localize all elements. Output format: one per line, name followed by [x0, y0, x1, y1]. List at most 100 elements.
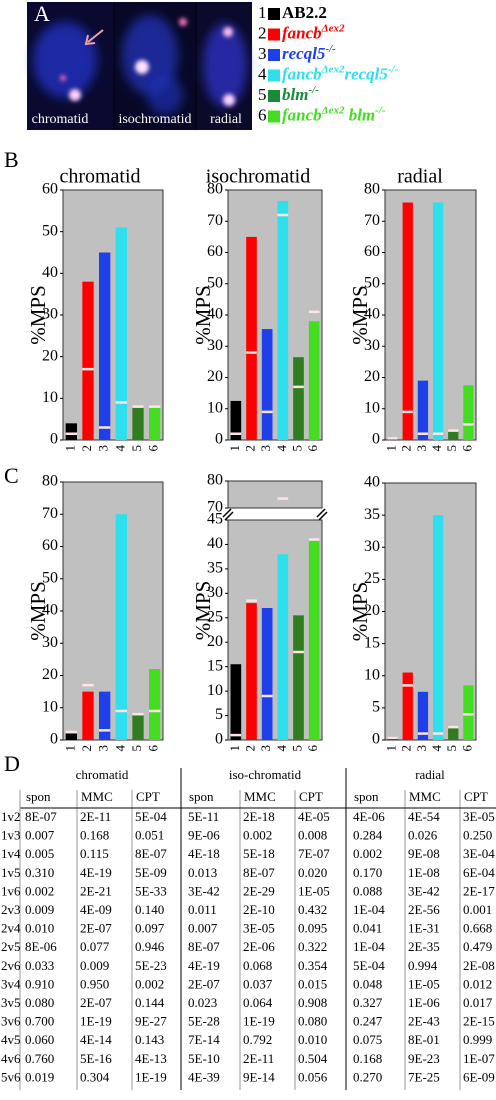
- table-cell: 0.994: [408, 958, 438, 973]
- x-tick-label: 5: [289, 745, 304, 752]
- table-cell: 5E-23: [135, 958, 167, 973]
- bar: [132, 714, 144, 740]
- table-cell: 2E-11: [243, 1051, 274, 1066]
- row-label: 5v6: [1, 1069, 21, 1084]
- y-tick-label: 70: [207, 499, 223, 516]
- foci: [60, 18, 235, 106]
- plot-area-upper: [227, 480, 323, 509]
- table-cell: 0.011: [188, 902, 217, 917]
- table-cell: 5E-04: [353, 958, 385, 973]
- table-cell: 0.005: [25, 846, 54, 861]
- table-cell: 0.068: [243, 958, 272, 973]
- table-cell: 4E-06: [353, 809, 385, 824]
- table-cell: 5E-11: [188, 809, 219, 824]
- table-cell: 0.010: [25, 921, 54, 936]
- bar: [308, 539, 320, 740]
- table-cell: 1E-07: [463, 1051, 495, 1066]
- y-tick-label: 10: [364, 399, 380, 416]
- column-header: CPT: [464, 789, 488, 804]
- x-tick-label: 5: [444, 445, 459, 452]
- table-cell: 5E-10: [188, 1051, 220, 1066]
- group-header: chromatid: [76, 767, 129, 782]
- bar: [277, 554, 289, 740]
- legend-label-part: -/-: [325, 43, 336, 55]
- table-cell: 0.080: [298, 1014, 327, 1029]
- column-header: spon: [189, 789, 214, 804]
- y-tick-label: 10: [42, 389, 58, 406]
- y-tick-label: 30: [42, 634, 58, 651]
- table-cell: 0.304: [80, 1069, 110, 1084]
- table-cell: 1E-05: [408, 976, 440, 991]
- table-cell: 0.354: [298, 958, 328, 973]
- y-tick-label: 35: [364, 506, 380, 523]
- table-cell: 0.013: [188, 865, 217, 880]
- table-cell: 1E-05: [298, 883, 330, 898]
- y-tick-label: 40: [364, 306, 380, 323]
- table-cell: 0.327: [353, 995, 383, 1010]
- table-cell: 0.017: [463, 995, 493, 1010]
- table-cell: 9E-08: [408, 846, 440, 861]
- legend-label: fancbΔex2 blm-/-: [282, 104, 386, 124]
- legend-number: 2: [258, 23, 267, 42]
- table-cell: 0.056: [298, 1069, 328, 1084]
- legend-label: fancbΔex2recql5-/-: [282, 63, 399, 83]
- y-tick-label: 35: [207, 560, 223, 577]
- y-tick-label: 30: [207, 584, 223, 601]
- legend-swatch: [268, 8, 280, 20]
- y-tick-label: 45: [207, 511, 223, 528]
- table-cell: 0.002: [25, 883, 54, 898]
- legend-swatch: [268, 28, 280, 41]
- table-cell: 0.002: [353, 846, 382, 861]
- y-tick-label: 50: [207, 274, 223, 291]
- legend-number: 5: [258, 85, 267, 104]
- panel-label: D: [4, 751, 20, 776]
- bar: [402, 202, 413, 440]
- row-label: 2v6: [1, 958, 21, 973]
- table-cell: 0.002: [243, 828, 272, 843]
- table-cell: 0.064: [243, 995, 273, 1010]
- y-tick-label: 0: [215, 731, 223, 748]
- bar: [277, 200, 289, 440]
- y-tick-label: 20: [207, 633, 223, 650]
- x-tick-label: 4: [112, 745, 127, 752]
- legend-label: blm-/-: [282, 84, 319, 104]
- table-cell: 8E-07: [135, 846, 167, 861]
- plot-area: [62, 481, 164, 741]
- x-tick-label: 6: [146, 745, 161, 752]
- x-tick-label: 6: [459, 745, 474, 752]
- y-tick-label: 50: [42, 569, 58, 586]
- table-cell: 0.760: [25, 1051, 54, 1066]
- y-tick-label: 80: [207, 472, 223, 489]
- bar: [230, 664, 242, 740]
- image-label: isochromatid: [118, 112, 191, 127]
- table-cell: 0.250: [463, 828, 492, 843]
- table-cell: 2E-21: [80, 883, 112, 898]
- x-tick-label: 4: [274, 745, 289, 752]
- chromosome-signal: [33, 15, 247, 115]
- y-tick-label: 30: [364, 538, 380, 555]
- table-cell: 4E-39: [188, 1069, 220, 1084]
- group-header: iso-chromatid: [229, 767, 302, 782]
- y-tick-label: 20: [364, 368, 380, 385]
- table-cell: 1E-04: [353, 902, 385, 917]
- table-cell: 1E-31: [408, 921, 440, 936]
- bar: [65, 423, 77, 440]
- bar: [432, 202, 444, 440]
- table-cell: 5E-09: [135, 865, 167, 880]
- y-tick-label: 25: [207, 608, 223, 625]
- table-cell: 1E-19: [243, 1014, 275, 1029]
- table-cell: 0.168: [353, 1051, 382, 1066]
- bar: [293, 615, 304, 740]
- x-tick-label: 4: [112, 445, 127, 452]
- row-label: 1v6: [1, 883, 21, 898]
- plot-area: [384, 189, 477, 441]
- table-cell: 4E-09: [80, 902, 112, 917]
- legend-label-part: blm: [282, 85, 308, 104]
- table-cell: 0.095: [298, 921, 327, 936]
- bar: [115, 514, 127, 740]
- y-tick-label: 60: [42, 537, 58, 554]
- table-cell: 1E-06: [408, 995, 440, 1010]
- arrow: [87, 29, 104, 43]
- legend-swatch: [268, 110, 280, 123]
- table-cell: 0.008: [298, 828, 327, 843]
